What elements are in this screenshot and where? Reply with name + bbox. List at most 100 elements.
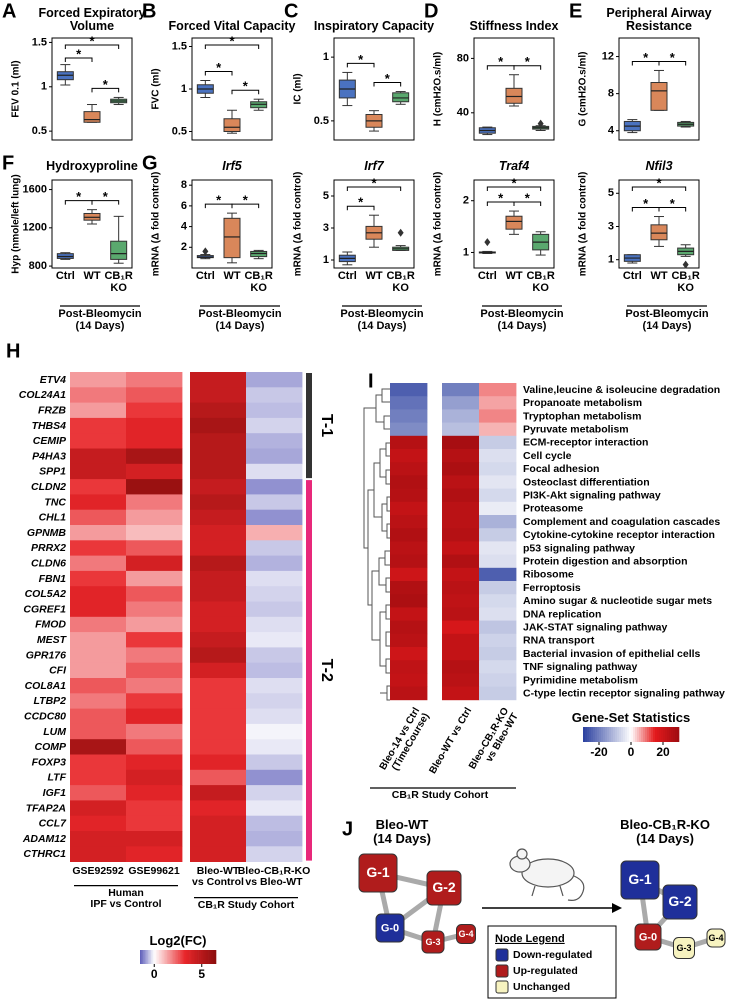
y-tick-label: 1 bbox=[323, 51, 329, 63]
y-tick-label: 12 bbox=[602, 50, 614, 62]
colorbar-step bbox=[201, 950, 204, 964]
sig-label: * bbox=[643, 196, 649, 211]
colorbar-step bbox=[204, 950, 207, 964]
sig-bracket bbox=[513, 65, 542, 70]
colorbar-step bbox=[635, 727, 638, 742]
row-label: CCL7 bbox=[39, 818, 68, 830]
colorbar-step bbox=[675, 727, 678, 742]
network-title: Bleo-CB₁R-KO (14 Days) bbox=[620, 818, 710, 847]
row-label: GPNMB bbox=[27, 527, 67, 539]
heat-cell bbox=[479, 475, 517, 489]
outlier bbox=[537, 119, 544, 128]
heat-cell bbox=[390, 686, 428, 701]
x-tick-label-area: WT bbox=[365, 270, 383, 282]
y-tick-label: 80 bbox=[457, 52, 469, 64]
heat-cell bbox=[479, 422, 517, 437]
legend-swatch bbox=[495, 964, 509, 978]
outlier bbox=[484, 238, 491, 247]
heat-cell bbox=[70, 555, 127, 572]
heat-cell bbox=[442, 383, 480, 397]
sig-bracket bbox=[231, 203, 260, 209]
colorbar-step bbox=[663, 727, 666, 742]
sig-label: * bbox=[103, 77, 109, 92]
row-label: ETV4 bbox=[40, 374, 66, 386]
colorbar-step bbox=[203, 950, 206, 964]
column-label-area: GSE92592 bbox=[72, 866, 123, 877]
heat-cell bbox=[246, 678, 303, 694]
dendrogram-branches bbox=[363, 388, 390, 701]
y-tick-label: 40 bbox=[457, 107, 469, 119]
heat-cell bbox=[126, 616, 183, 633]
x-tick-label: WT bbox=[83, 270, 101, 282]
heat-cell bbox=[70, 662, 127, 679]
sig-label: * bbox=[371, 175, 377, 190]
row-label: GPR176 bbox=[26, 649, 66, 661]
heat-cell bbox=[390, 396, 428, 410]
colorbar-step bbox=[645, 727, 648, 742]
colorbar-step bbox=[163, 950, 166, 964]
colorbar-step bbox=[607, 727, 610, 742]
column-label-area: Bleo-CB₁R-KO vs Bleo-WT bbox=[238, 866, 311, 888]
heat-cell bbox=[126, 372, 183, 388]
colorbar-step bbox=[185, 950, 188, 964]
heat-cell bbox=[479, 435, 517, 450]
heat-cell bbox=[246, 846, 303, 862]
heat-cell bbox=[126, 739, 183, 755]
row-label: Protein digestion and absorption bbox=[523, 555, 688, 567]
node-label: G-3 bbox=[676, 943, 691, 953]
colorbar-step bbox=[669, 727, 672, 742]
heat-cell bbox=[442, 607, 480, 621]
colorbar-step bbox=[611, 727, 614, 742]
group-label: Post-Bleomycin (14 Days) bbox=[58, 308, 142, 333]
legend-swatch bbox=[495, 948, 509, 962]
group-label-area: Post-Bleomycin (14 Days) bbox=[480, 308, 563, 332]
plot-frame bbox=[473, 37, 555, 141]
y-axis-label: FEV 0.1 (ml) bbox=[11, 60, 22, 117]
heat-cell bbox=[246, 417, 303, 434]
colorbar-step bbox=[617, 727, 620, 742]
column-label-area: Bleo-WT vs Control bbox=[192, 866, 244, 888]
heat-cell bbox=[126, 402, 183, 419]
row-label: MEST bbox=[37, 634, 68, 646]
heat-cell bbox=[442, 620, 480, 635]
x-tick-label: CB₁R KO bbox=[244, 270, 273, 295]
box bbox=[110, 240, 128, 260]
row-label: TNC bbox=[44, 496, 66, 508]
x-tick-label: WT bbox=[365, 270, 383, 282]
colorbar-step bbox=[593, 727, 596, 742]
colorbar-step bbox=[171, 950, 174, 964]
colorbar-step bbox=[155, 950, 158, 964]
heat-cell bbox=[126, 693, 183, 709]
y-axis-label: mRNA (Δ fold control) bbox=[578, 172, 589, 277]
colorbar-step bbox=[637, 727, 640, 742]
colorbar-step bbox=[631, 727, 634, 742]
heat-cell bbox=[70, 647, 127, 664]
node-label: G-0 bbox=[639, 931, 657, 943]
heat-cell bbox=[479, 647, 517, 661]
colorbar-step bbox=[673, 727, 676, 742]
x-tick-label-area: Ctrl bbox=[478, 270, 497, 282]
colorbar-step bbox=[187, 950, 190, 964]
colorbar-step bbox=[144, 950, 147, 964]
heat-cell bbox=[442, 541, 480, 555]
panel-title-area: Irf5 bbox=[222, 159, 241, 173]
heat-cell bbox=[390, 488, 428, 503]
panel-title: Forced Vital Capacity bbox=[168, 19, 296, 34]
heat-cell bbox=[442, 501, 480, 516]
heat-cell bbox=[479, 660, 517, 674]
heat-cell bbox=[246, 647, 303, 664]
node-label: G-2 bbox=[668, 893, 692, 909]
heat-cell bbox=[190, 601, 247, 618]
y-tick-label: 8 bbox=[181, 179, 187, 191]
sig-label: * bbox=[643, 50, 649, 65]
x-tick-label-area: CB₁R KO bbox=[244, 270, 273, 295]
heat-cell bbox=[190, 831, 247, 847]
colorbar-step bbox=[653, 727, 656, 742]
heat-cell bbox=[442, 396, 480, 410]
heat-cell bbox=[479, 396, 517, 410]
sig-bracket bbox=[91, 87, 120, 93]
group-label-area: Post-Bleomycin (14 Days) bbox=[198, 308, 281, 332]
colorbar-step bbox=[192, 950, 195, 964]
colorbar-step bbox=[619, 727, 622, 742]
y-axis-label: H (cmH2O.s/ml) bbox=[433, 52, 444, 126]
